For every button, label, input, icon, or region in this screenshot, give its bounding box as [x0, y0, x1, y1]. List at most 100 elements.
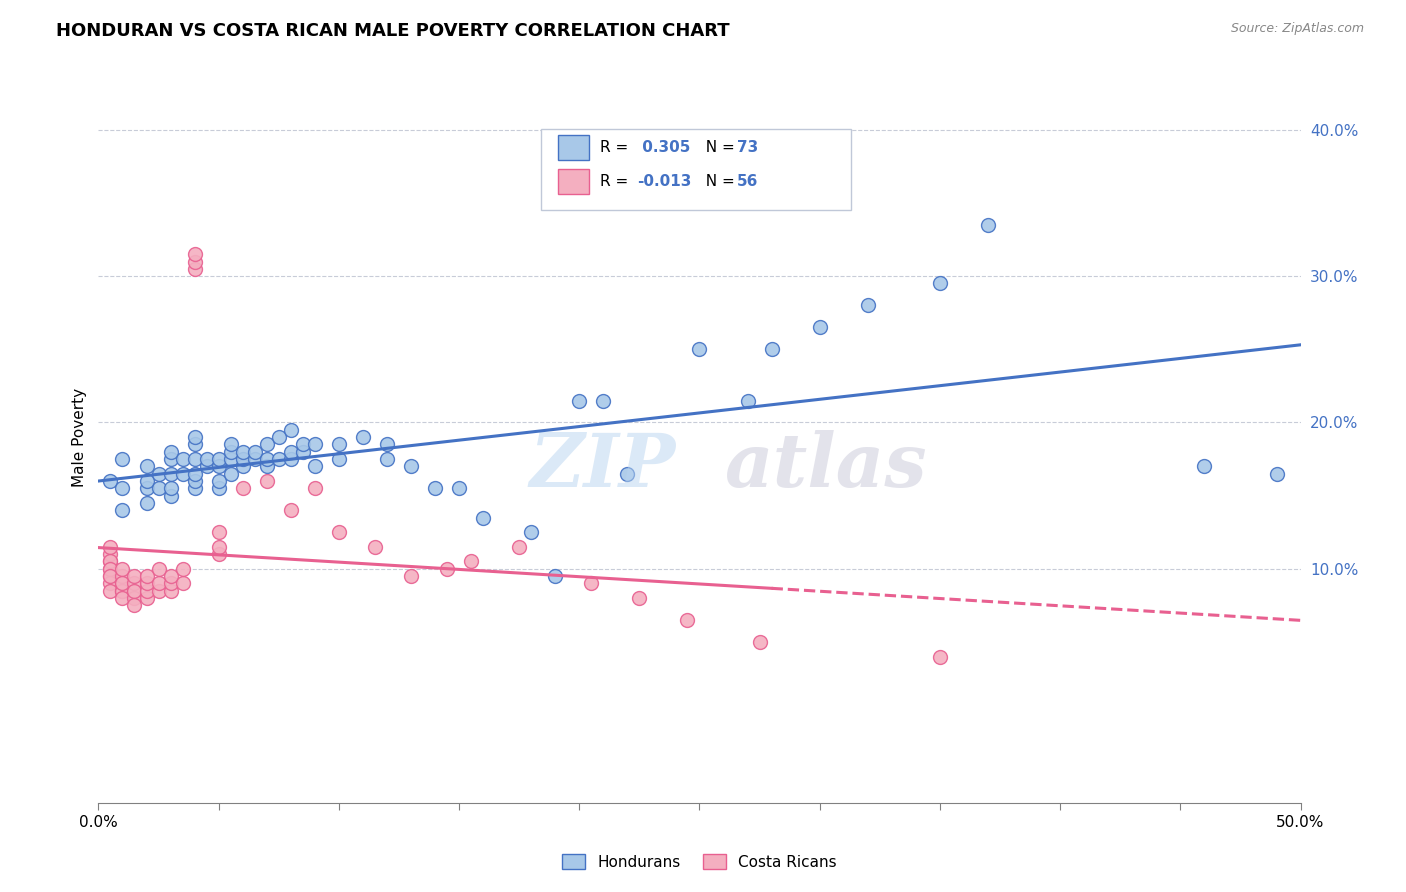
Point [111, 583, 134, 598]
Point [148, 467, 170, 481]
Point [124, 591, 146, 605]
Point [100, 562, 122, 576]
Point [100, 562, 122, 576]
Point [304, 437, 326, 451]
Point [208, 547, 231, 561]
Point [447, 481, 470, 495]
Point [111, 583, 134, 598]
Point [208, 459, 231, 474]
Text: Source: ZipAtlas.com: Source: ZipAtlas.com [1230, 22, 1364, 36]
Point [219, 467, 242, 481]
Point [208, 525, 231, 540]
Point [689, 343, 711, 357]
Point [375, 437, 398, 451]
Point [135, 583, 157, 598]
Point [748, 635, 770, 649]
Point [232, 444, 254, 458]
Point [124, 576, 146, 591]
Point [280, 503, 302, 517]
Text: ZIP: ZIP [529, 430, 675, 502]
Point [568, 393, 591, 408]
Point [135, 569, 157, 583]
Point [243, 452, 266, 467]
Point [100, 569, 122, 583]
Text: atlas: atlas [724, 430, 927, 502]
Point [124, 599, 146, 613]
Point [977, 218, 1000, 232]
Point [352, 430, 374, 444]
Point [328, 525, 350, 540]
Point [436, 562, 458, 576]
Point [208, 452, 231, 467]
Text: R =: R = [600, 140, 634, 154]
Point [208, 481, 231, 495]
Point [520, 525, 543, 540]
Point [111, 503, 134, 517]
Point [328, 452, 350, 467]
Point [100, 569, 122, 583]
Point [676, 613, 699, 627]
Point [183, 481, 205, 495]
Point [111, 576, 134, 591]
Point [375, 452, 398, 467]
Point [159, 489, 181, 503]
Point [111, 569, 134, 583]
Point [280, 423, 302, 437]
Point [100, 554, 122, 568]
Point [616, 467, 638, 481]
Point [291, 437, 314, 451]
Point [135, 496, 157, 510]
Point [508, 540, 530, 554]
Point [291, 444, 314, 458]
Point [243, 444, 266, 458]
Point [808, 320, 831, 334]
Point [159, 452, 181, 467]
Point [124, 569, 146, 583]
Point [628, 591, 651, 605]
Point [195, 459, 218, 474]
Point [100, 554, 122, 568]
Point [148, 576, 170, 591]
Point [100, 540, 122, 554]
Point [183, 430, 205, 444]
Point [100, 583, 122, 598]
Point [232, 459, 254, 474]
Point [399, 569, 422, 583]
Text: N =: N = [696, 140, 740, 154]
Point [111, 576, 134, 591]
Point [159, 576, 181, 591]
Point [124, 583, 146, 598]
Point [761, 343, 783, 357]
Point [183, 437, 205, 451]
Point [124, 583, 146, 598]
Legend: Hondurans, Costa Ricans: Hondurans, Costa Ricans [555, 847, 844, 876]
Point [172, 562, 194, 576]
Text: 56: 56 [737, 174, 758, 188]
Text: -0.013: -0.013 [637, 174, 692, 188]
Point [928, 277, 950, 291]
Point [280, 452, 302, 467]
Text: 73: 73 [737, 140, 758, 154]
Point [135, 576, 157, 591]
Point [111, 591, 134, 605]
Point [183, 254, 205, 268]
Point [111, 562, 134, 576]
Point [159, 444, 181, 458]
Text: N =: N = [696, 174, 740, 188]
Point [208, 540, 231, 554]
Point [148, 583, 170, 598]
Point [928, 649, 950, 664]
Point [581, 576, 603, 591]
Point [172, 467, 194, 481]
Point [1194, 459, 1216, 474]
Point [460, 554, 482, 568]
Point [148, 562, 170, 576]
Point [856, 298, 879, 312]
Point [232, 452, 254, 467]
Point [100, 547, 122, 561]
Point [219, 452, 242, 467]
Point [135, 591, 157, 605]
Point [159, 583, 181, 598]
Point [1265, 467, 1288, 481]
Point [364, 540, 387, 554]
